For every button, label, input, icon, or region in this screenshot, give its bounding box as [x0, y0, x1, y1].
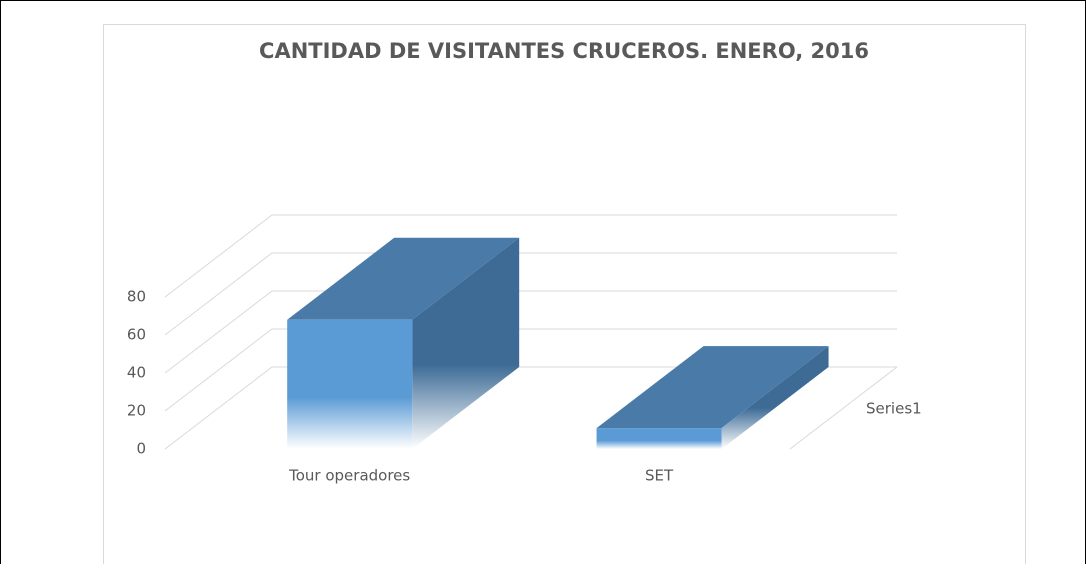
y-tick-label: 0: [136, 440, 146, 458]
grid-line: [164, 252, 897, 336]
plot: 0 20 40 60 80 Tour operadores SET Series1: [127, 214, 922, 485]
y-tick-label: 80: [127, 288, 146, 306]
bar: [287, 319, 413, 449]
floor-edge: [789, 366, 898, 450]
y-tick-label: 60: [127, 326, 146, 344]
grid-line: [164, 328, 897, 412]
x-tick-label: Tour operadores: [288, 467, 410, 485]
chart-area: [103, 24, 1026, 568]
bar: [596, 428, 722, 449]
grid-line: [164, 290, 897, 374]
depth-axis-label: Series1: [866, 400, 922, 418]
y-tick-label: 20: [127, 402, 146, 420]
bar-top: [287, 237, 520, 320]
bar-side: [412, 237, 520, 449]
bar-top: [596, 346, 829, 429]
grid-line: [164, 214, 897, 298]
bar-side: [721, 346, 829, 449]
chart-title: CANTIDAD DE VISITANTES CRUCEROS. ENERO, …: [259, 39, 869, 63]
y-tick-label: 40: [127, 364, 146, 382]
x-tick-label: SET: [645, 467, 674, 485]
